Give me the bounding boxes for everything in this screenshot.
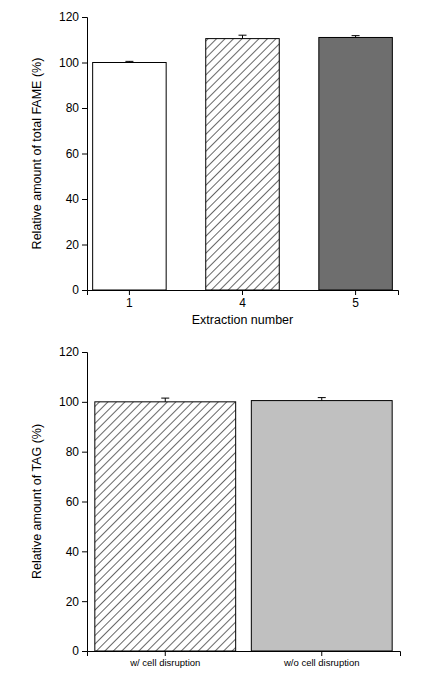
y-tick-mark — [82, 199, 87, 200]
x-axis: w/ cell disruption w/o cell disruption — [88, 651, 401, 668]
error-bar-cap — [318, 397, 326, 398]
x-tick-mark — [321, 651, 322, 656]
y-tick-mark — [82, 601, 87, 602]
y-tick-label: 0 — [72, 644, 79, 658]
y-tick-label: 40 — [66, 545, 80, 559]
y-tick: 20 — [66, 595, 87, 609]
x-tick: w/o cell disruption — [283, 651, 360, 668]
x-tick: 1 — [126, 290, 133, 310]
error-bar-cap — [239, 35, 247, 36]
y-tick-label: 80 — [66, 445, 80, 459]
y-tick-mark — [82, 402, 87, 403]
chart: 0 20 40 60 80 100 120 w/ cell disruption w/o cel… — [30, 345, 401, 667]
y-tick-label: 100 — [59, 56, 79, 70]
error-bar-cap — [161, 398, 169, 399]
x-axis-title: Extraction number — [192, 313, 293, 327]
x-axis-line — [88, 652, 401, 657]
x-tick-label: 4 — [239, 296, 246, 310]
x-tick: w/ cell disruption — [129, 651, 200, 668]
y-tick: 120 — [59, 345, 87, 359]
error-bar — [125, 61, 133, 62]
error-bar-stem — [165, 398, 166, 402]
y-tick-mark — [82, 17, 87, 18]
x-tick-mark — [165, 651, 166, 656]
y-tick: 100 — [59, 395, 87, 409]
error-bar-cap — [352, 35, 360, 36]
x-tick-label: 1 — [126, 296, 133, 310]
y-tick-mark — [82, 551, 87, 552]
y-axis-line — [82, 18, 88, 291]
x-tick: 5 — [352, 290, 359, 310]
y-tick-label: 80 — [66, 101, 80, 115]
bar — [206, 39, 280, 290]
y-tick: 120 — [59, 10, 87, 24]
y-tick-label: 60 — [66, 495, 80, 509]
x-tick: 4 — [239, 290, 246, 310]
y-tick-label: 60 — [66, 147, 80, 161]
y-tick-mark — [82, 502, 87, 503]
y-tick: 40 — [66, 545, 87, 559]
x-axis-line — [88, 291, 399, 296]
y-tick-mark — [82, 245, 87, 246]
y-tick: 20 — [66, 238, 87, 252]
y-tick-mark — [82, 63, 87, 64]
y-tick: 0 — [72, 644, 87, 658]
plot-area — [93, 35, 393, 290]
y-axis: 0 20 40 60 80 100 120 — [59, 345, 88, 658]
x-axis: 1 4 5 — [88, 290, 399, 310]
chart: 0 20 40 60 80 100 120 1 4 5 Extraction number Relat… — [30, 10, 399, 327]
bar — [319, 37, 393, 290]
x-tick-label: w/o cell disruption — [283, 657, 360, 668]
y-tick-label: 0 — [72, 283, 79, 297]
y-tick: 60 — [66, 147, 87, 161]
x-tick-label: 5 — [352, 296, 359, 310]
y-tick-label: 100 — [59, 395, 79, 409]
y-axis: 0 20 40 60 80 100 120 — [59, 10, 88, 297]
bar — [95, 402, 236, 651]
x-tick-label: w/ cell disruption — [129, 657, 200, 668]
plot-area — [95, 398, 392, 651]
y-tick-mark — [82, 352, 87, 353]
y-tick-mark — [82, 452, 87, 453]
y-tick-label: 40 — [66, 192, 80, 206]
y-tick: 0 — [72, 283, 87, 297]
error-bar-cap — [125, 61, 133, 62]
y-tick: 80 — [66, 101, 87, 115]
y-tick-label: 20 — [66, 238, 80, 252]
y-tick: 80 — [66, 445, 87, 459]
figure: 0 20 40 60 80 100 120 1 4 5 Extraction number Relat… — [0, 0, 428, 682]
bar — [93, 63, 167, 291]
x-tick-mark — [129, 290, 130, 295]
y-tick-mark — [82, 290, 87, 291]
y-tick-label: 120 — [59, 345, 79, 359]
x-tick-mark — [355, 290, 356, 295]
error-bar — [161, 398, 169, 402]
y-axis-line — [82, 353, 88, 652]
y-tick: 60 — [66, 495, 87, 509]
error-bar — [318, 398, 326, 401]
y-tick-label: 120 — [59, 10, 79, 24]
error-bar-stem — [242, 35, 243, 38]
y-tick-mark — [82, 651, 87, 652]
y-tick-mark — [82, 108, 87, 109]
x-tick-mark — [242, 290, 243, 295]
error-bar — [352, 36, 360, 38]
y-tick-label: 20 — [66, 595, 80, 609]
y-tick-mark — [82, 154, 87, 155]
error-bar — [239, 35, 247, 38]
y-tick: 40 — [66, 192, 87, 206]
y-axis-title: Relative amount of TAG (%) — [30, 424, 44, 579]
y-tick: 100 — [59, 56, 87, 70]
bar — [251, 401, 392, 651]
y-axis-title: Relative amount of total FAME (%) — [30, 58, 44, 250]
